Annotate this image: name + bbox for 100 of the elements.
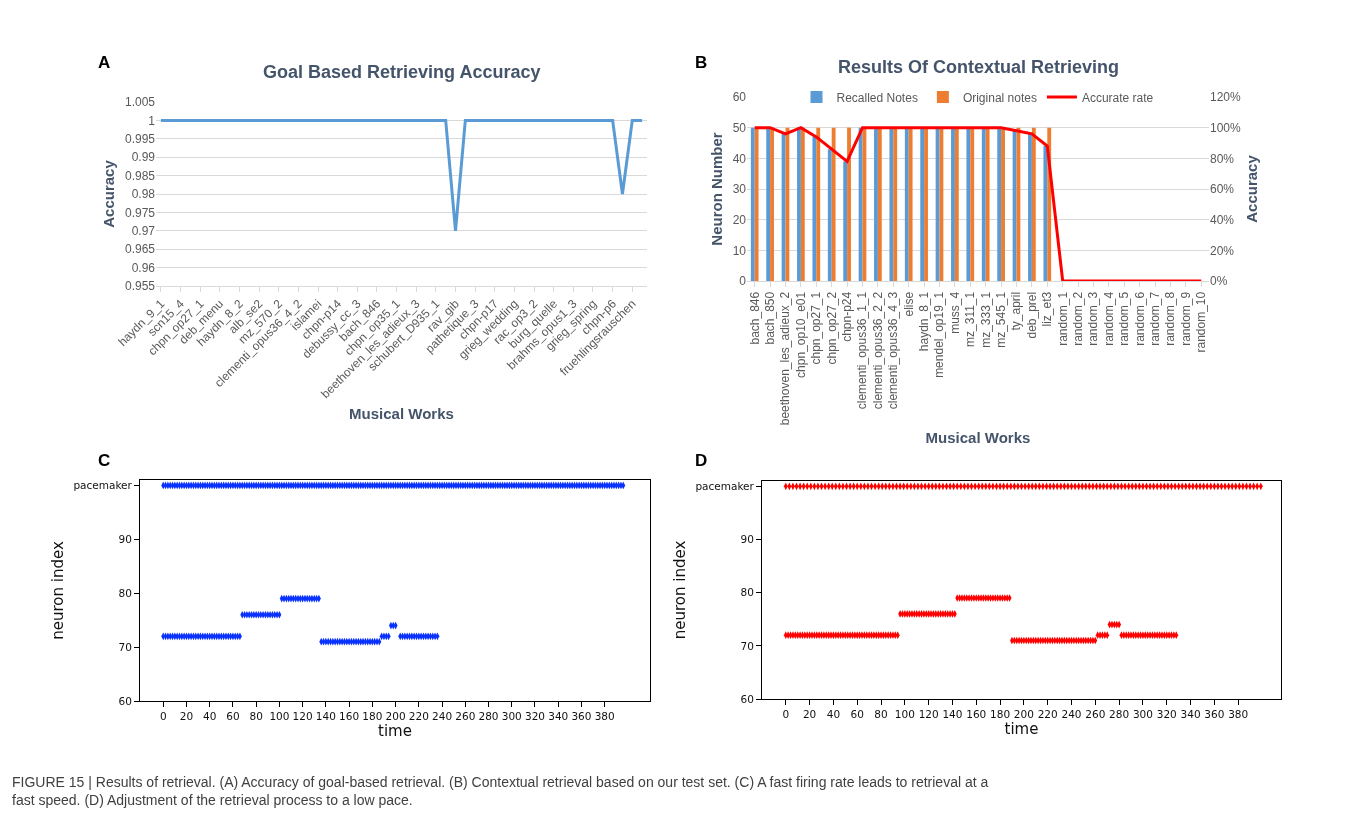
legend-label: Original notes [962,90,1037,105]
y-tick-label: 70 [118,640,132,653]
y-axis-title: Neuron Number [707,132,725,246]
bar [904,127,909,281]
x-tick-label: mz_333_1 [978,291,993,348]
x-tick-label: chpn-p24 [840,291,854,342]
x-tick-label: 140 [942,707,963,720]
bar [951,127,955,281]
x-tick-label: chpn_op27_1 [809,291,824,365]
x-tick-label: 180 [362,709,383,722]
x-tick-label: 380 [1228,707,1249,720]
y-tick-label: 1 [148,113,156,128]
bar [874,127,878,281]
line-series [753,126,1203,281]
x-tick-label: muss_4 [947,291,962,334]
x-axis-title: Musical Works [349,405,454,423]
x-tick-label: 260 [455,709,476,722]
bar [797,127,801,281]
x-tick-label: random_1 [1055,291,1070,346]
bar [816,127,821,281]
bar [847,127,851,281]
x-tick-label: 120 [292,709,313,722]
y-tick-label: 20 [732,212,747,227]
y-tick-label: 0.995 [124,132,156,146]
x-tick-label: 280 [478,709,499,722]
x-tick-label: 100 [269,709,290,722]
y-tick-label: 0.97 [131,224,156,238]
bar [781,133,786,281]
x-tick-label: 60 [850,707,864,720]
x-tick-label: 160 [966,707,987,720]
bar [985,127,990,281]
x-tick-label: elise [901,291,916,317]
x-tick-label: 380 [594,709,615,722]
bar [843,161,848,281]
x-tick-label: chpn_op10_e01 [793,291,808,378]
bar [766,127,771,281]
x-tick-label: clementi_opus36_1_1 [855,291,870,410]
x-tick-label: 180 [990,707,1011,720]
y-tick-label: 60 [740,692,754,705]
y-tick-label: 30 [732,182,747,197]
y-tick-label: 90 [740,533,754,546]
x-tick-label: chpn_op27_2 [824,291,839,365]
x-tick-label: beethoven_les_adieux_2 [778,291,793,426]
y-tick-label: 80 [118,586,132,599]
y-axis-title: neuron index [670,540,689,640]
x-tick-label: 40 [203,709,217,722]
x-tick-label: random_5 [1117,291,1132,346]
bar [908,127,913,281]
y-axis-title: Accuracy [100,159,118,228]
bar [1043,146,1048,281]
x-tick-label: 80 [874,707,888,720]
x-tick-label: 160 [339,709,360,722]
bar [1012,130,1017,281]
chart-title: Goal Based Retrieving Accuracy [263,62,541,82]
x-axis-title: Musical Works [925,429,1031,447]
bar [800,127,805,281]
x-axis-title: time [378,721,412,740]
text: D [695,451,708,470]
x-tick-label: 40 [826,707,841,720]
y-tick-label: 0.955 [124,279,156,294]
x-tick-label: random_3 [1086,291,1101,346]
bar [750,127,755,281]
bar [966,127,971,281]
y2-tick-label: 40% [1210,212,1235,227]
x-tick-label: random_8 [1163,291,1178,346]
y2-tick-label: 80% [1210,151,1235,166]
y-tick-label: 70 [740,639,754,652]
chart-title: Results Of Contextual Retrieving [838,57,1120,77]
x-tick-label: clementi_opus36_2_2 [870,291,885,410]
bar [997,127,1002,281]
x-tick-label: random_2 [1071,291,1085,346]
x-tick-label: 120 [918,707,939,720]
y2-tick-label: 100% [1210,120,1242,135]
y-tick-label: pacemaker [695,479,755,492]
y-tick-label: 0.96 [131,260,156,275]
y-tick-label: 90 [118,532,132,545]
x-tick-label: bach_846 [747,291,762,345]
x-tick-label: random_10 [1194,291,1209,353]
y2-axis-title: Accuracy [1243,154,1261,223]
y2-tick-label: 60% [1210,182,1235,197]
x-tick-label: random_7 [1148,291,1162,346]
x-tick-label: random_4 [1101,291,1116,346]
bar [770,127,774,281]
x-tick-label: mz_311_1 [963,291,978,347]
y-tick-label: 0.99 [131,150,156,165]
bar [1028,133,1032,281]
x-tick-label: 300 [1132,707,1153,720]
bar [935,127,940,281]
x-tick-label: 220 [1037,707,1058,720]
legend-label: Accurate rate [1081,90,1154,105]
x-tick-label: 340 [1180,707,1201,720]
bar [920,127,925,281]
x-tick-label: 340 [548,709,569,722]
x-tick-label: 220 [408,709,429,722]
x-tick-label: 240 [432,709,453,722]
bar [924,127,928,281]
text: C [98,451,111,470]
y-tick-label: 1.005 [124,95,156,110]
y-tick-label: 40 [732,151,747,166]
bar [889,127,894,281]
